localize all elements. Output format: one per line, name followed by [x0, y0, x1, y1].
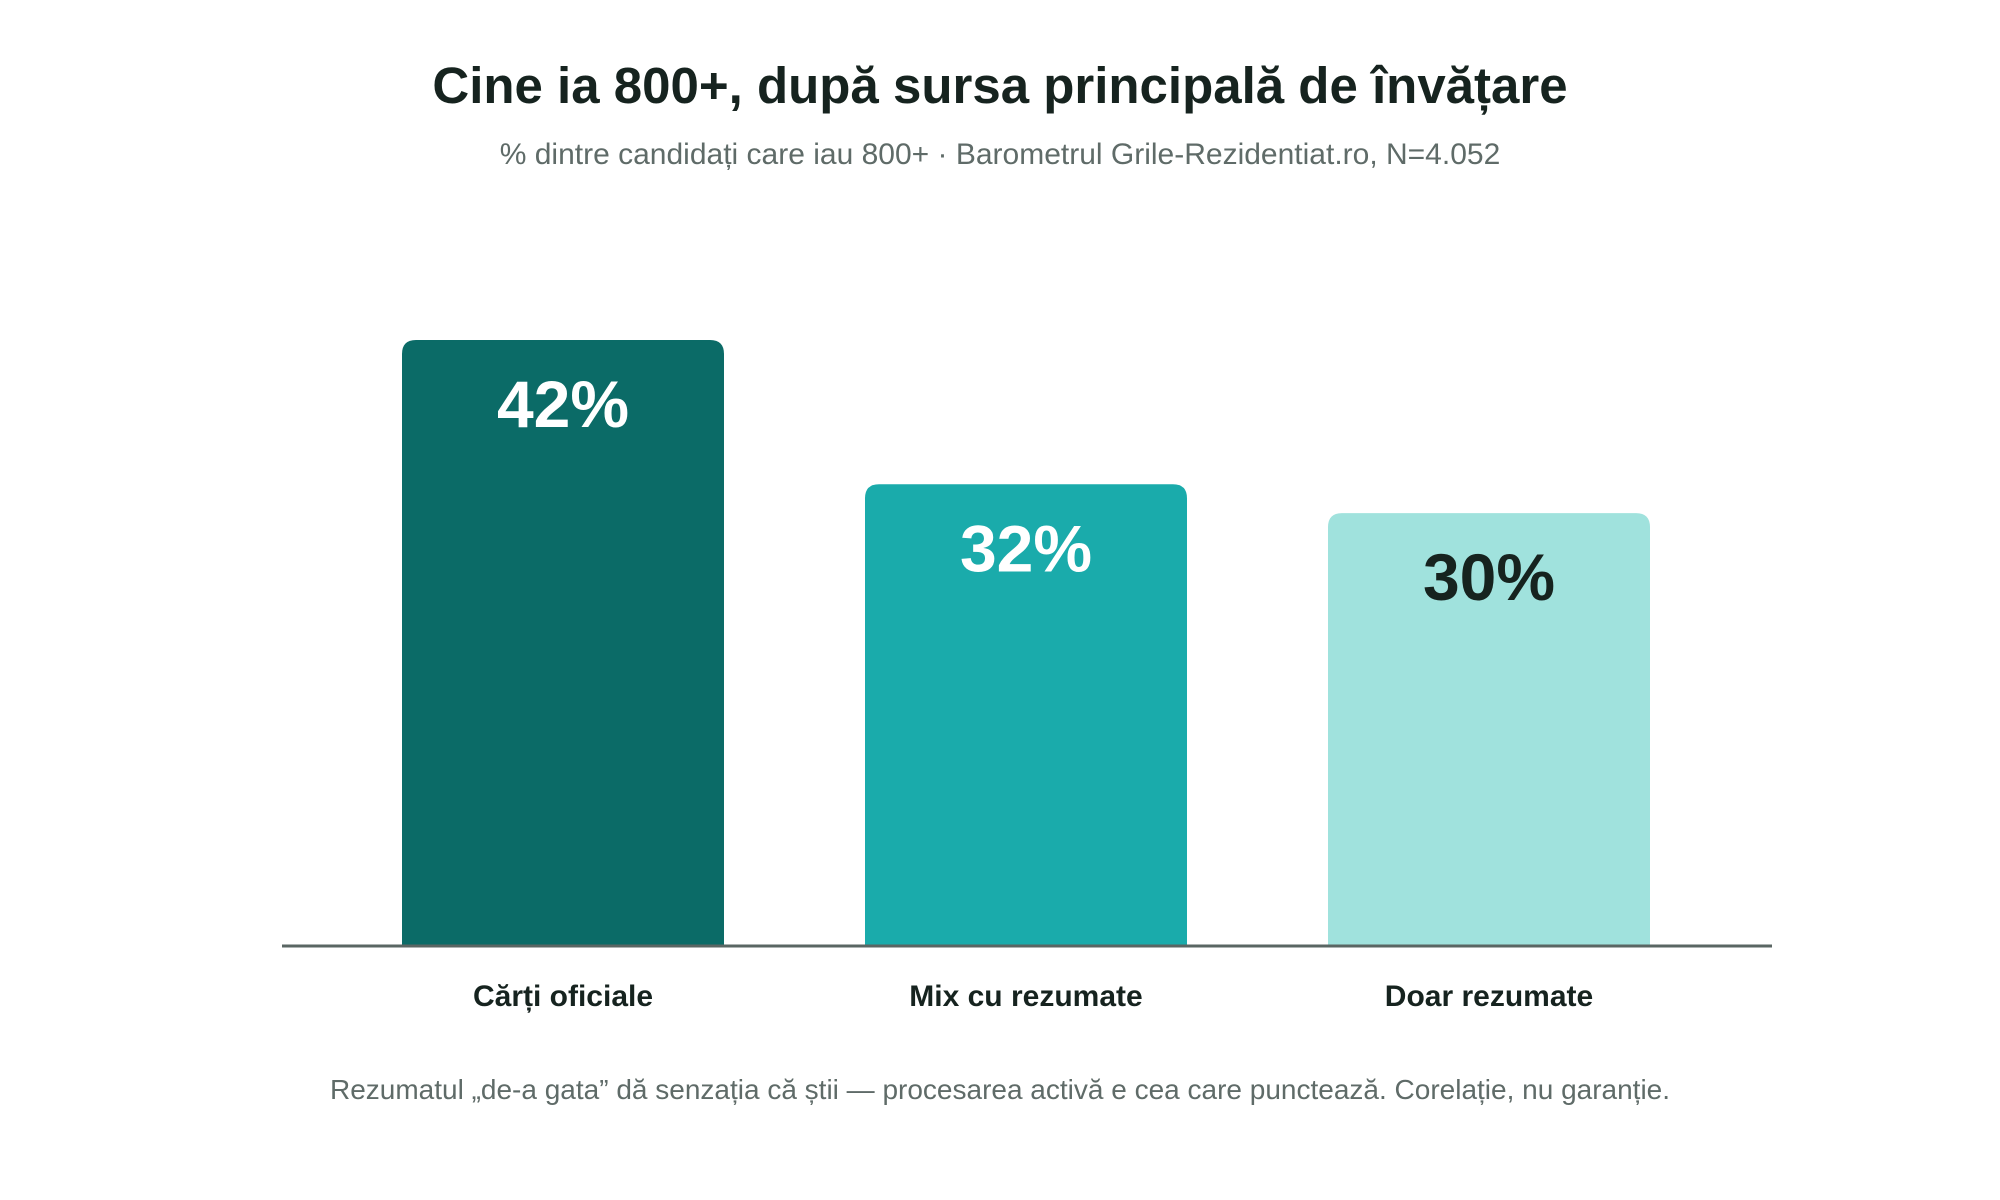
bars-group: 42% 32% 30%: [402, 340, 1650, 946]
chart-title: Cine ia 800+, după sursa principală de î…: [432, 57, 1567, 115]
chart-footnote: Rezumatul „de-a gata” dă senzația că ști…: [330, 1074, 1670, 1105]
category-label: Cărți oficiale: [473, 980, 653, 1013]
bar-value-label: 30%: [1423, 540, 1555, 614]
bar-value-label: 42%: [497, 367, 629, 441]
chart-subtitle: % dintre candidați care iau 800+ · Barom…: [500, 138, 1501, 171]
category-labels: Cărți oficiale Mix cu rezumate Doar rezuma…: [473, 980, 1593, 1013]
bar-1: [402, 340, 724, 946]
bar-value-label: 32%: [960, 511, 1092, 585]
category-label: Doar rezumate: [1385, 980, 1593, 1013]
bar-2: [865, 484, 1187, 946]
bar-3: [1328, 513, 1650, 946]
category-label: Mix cu rezumate: [909, 980, 1142, 1013]
